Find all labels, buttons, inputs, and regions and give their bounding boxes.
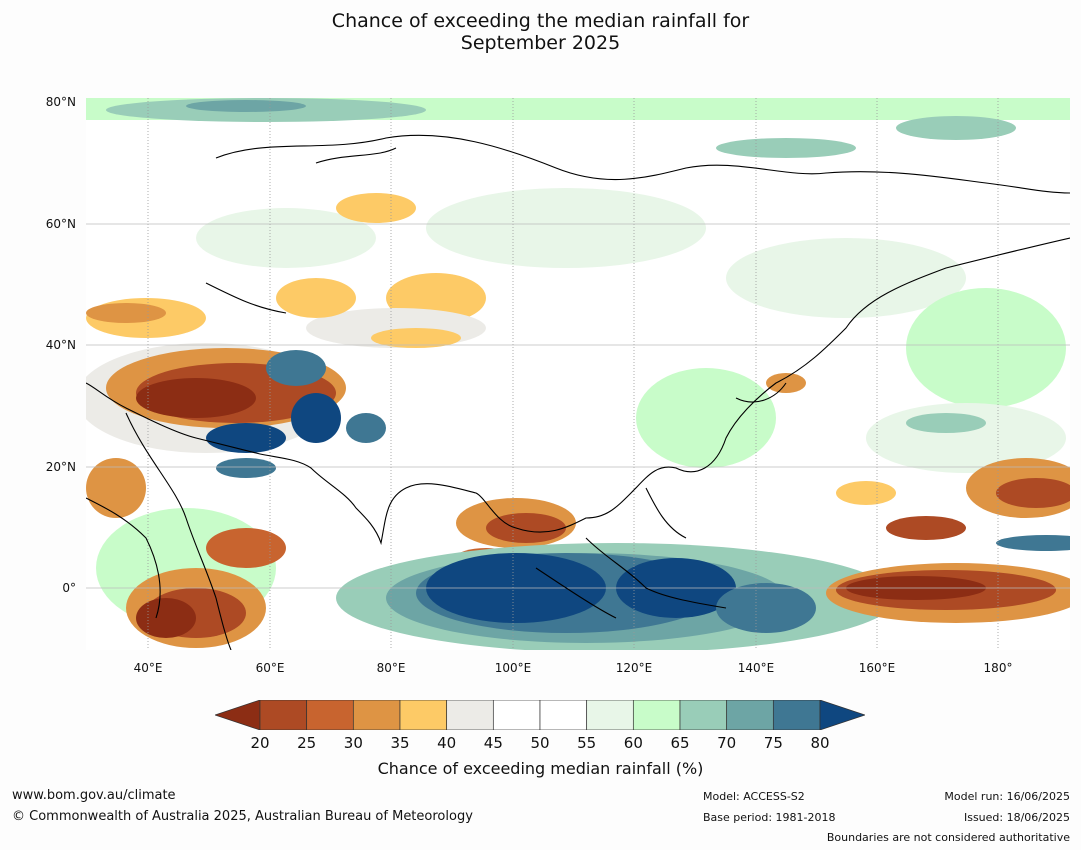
colorbar-segment	[632, 700, 681, 730]
colorbar-segment	[586, 700, 634, 730]
colorbar-tick-label: 65	[670, 734, 690, 752]
lon-label-120e: 120°E	[615, 661, 653, 675]
colorbar-tick-label: 80	[810, 734, 830, 752]
lon-label-180: 180°	[983, 661, 1013, 675]
colorbar-segment	[726, 700, 774, 730]
lon-label-80e: 80°E	[376, 661, 406, 675]
gridlines	[147, 98, 999, 650]
colorbar-label: Chance of exceeding median rainfall (%)	[377, 759, 704, 778]
lon-label-140e: 140°E	[737, 661, 775, 675]
colorbar-lower-arrow	[215, 700, 261, 730]
colorbar-tick-label: 25	[297, 734, 317, 752]
website-link[interactable]: www.bom.gov.au/climate	[12, 788, 176, 803]
colorbar-segment	[492, 700, 541, 730]
colorbar-segment	[446, 700, 494, 730]
colorbar-segment	[306, 700, 354, 730]
colorbar-tick-label: 60	[623, 734, 643, 752]
rainfall-map	[86, 98, 1070, 650]
colorbar-tick-label: 70	[717, 734, 737, 752]
lon-label-160e: 160°E	[858, 661, 896, 675]
lat-label-0: 0°	[62, 581, 76, 595]
colorbar	[215, 700, 865, 730]
coastlines	[86, 134, 1070, 650]
colorbar-upper-arrow	[819, 700, 865, 730]
lat-label-80n: 80°N	[45, 95, 76, 109]
title-line-2: September 2025	[460, 32, 621, 54]
issued-text: Issued: 18/06/2025	[963, 811, 1070, 824]
rainfall-probability-fields	[86, 98, 1070, 650]
colorbar-tick-label: 55	[577, 734, 597, 752]
title-line-1: Chance of exceeding the median rainfall …	[331, 10, 750, 32]
colorbar-tick-label: 35	[390, 734, 410, 752]
map-title: Chance of exceeding the median rainfall …	[0, 10, 1081, 54]
colorbar-segment	[399, 700, 448, 730]
colorbar-segment	[259, 700, 308, 730]
base-period-text: Base period: 1981-2018	[703, 811, 836, 824]
lon-label-60e: 60°E	[255, 661, 285, 675]
lat-label-20n: 20°N	[45, 460, 76, 474]
model-run-text: Model run: 16/06/2025	[944, 790, 1070, 803]
lon-label-100e: 100°E	[494, 661, 532, 675]
lat-label-60n: 60°N	[45, 217, 76, 231]
colorbar-segment	[679, 700, 728, 730]
copyright-text: © Commonwealth of Australia 2025, Austra…	[12, 809, 473, 824]
colorbar-segment	[772, 700, 821, 730]
colorbar-tick-label: 20	[250, 734, 270, 752]
colorbar-tick-label: 45	[483, 734, 503, 752]
model-text: Model: ACCESS-S2	[703, 790, 805, 803]
lat-label-40n: 40°N	[45, 338, 76, 352]
lon-label-40e: 40°E	[133, 661, 163, 675]
disclaimer-text: Boundaries are not considered authoritat…	[826, 831, 1070, 844]
colorbar-segment	[539, 700, 588, 730]
colorbar-tick-label: 75	[763, 734, 783, 752]
colorbar-tick-label: 40	[437, 734, 457, 752]
colorbar-segment	[352, 700, 401, 730]
colorbar-tick-label: 30	[343, 734, 363, 752]
colorbar-tick-label: 50	[530, 734, 550, 752]
